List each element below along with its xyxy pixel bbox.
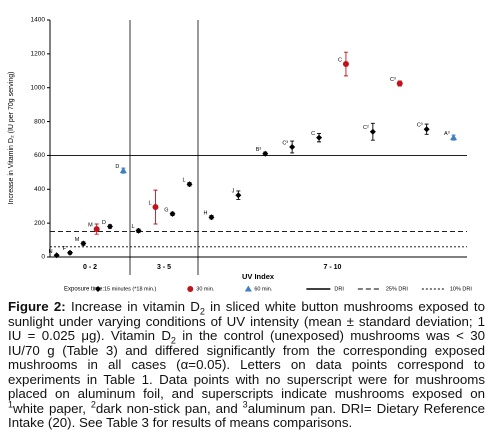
superscript: 3 — [242, 399, 248, 410]
point-label: F — [63, 246, 67, 252]
point-label: C — [311, 131, 315, 137]
point-label: H — [203, 211, 207, 217]
data-point — [235, 192, 242, 199]
point-label: L — [182, 178, 185, 184]
caption-text: dark non-stick pan, and — [95, 400, 243, 416]
data-point — [186, 181, 193, 188]
point-label: A³ — [444, 131, 450, 137]
caption-text: aluminum pan. DRI= Dietary Reference Int… — [8, 400, 485, 430]
superscript: 2 — [90, 399, 96, 410]
legend-label: 10% DRI — [450, 286, 472, 292]
point-label: G — [164, 207, 168, 213]
data-point — [369, 128, 376, 135]
data-point — [289, 143, 296, 150]
data-point — [316, 134, 323, 141]
x-group-label: 7 - 10 — [324, 264, 342, 271]
point-label: N — [49, 249, 53, 255]
point-label: M — [75, 237, 80, 243]
x-group-label: 3 - 5 — [157, 264, 171, 271]
data-point — [262, 150, 269, 157]
data-point — [450, 134, 458, 141]
y-tick-label: 800 — [34, 118, 45, 125]
data-point — [396, 80, 403, 87]
point-label: D — [115, 164, 119, 170]
chart: Increase in Vitamin D₂ (IU per 70g servi… — [8, 17, 473, 293]
data-point — [187, 286, 194, 292]
legend-title: Exposure time: — [64, 287, 104, 293]
y-tick-label: 400 — [34, 186, 45, 193]
subscript: 2 — [199, 306, 205, 317]
data-point — [169, 210, 176, 217]
caption-text: Increase in vitamin D — [65, 299, 200, 314]
data-point — [107, 223, 113, 230]
x-axis-label: UV Index — [242, 272, 275, 281]
data-point — [244, 285, 252, 292]
data-point — [342, 61, 349, 68]
legend-label: 30 min. — [196, 286, 215, 292]
y-tick-label: 1200 — [31, 51, 46, 58]
x-group-label: 0 - 2 — [83, 264, 97, 271]
y-axis-label: Increase in Vitamin D₂ (IU per 70g servi… — [8, 72, 15, 205]
subscript: 2 — [170, 335, 176, 346]
legend-label: 15 minutes (*18 min.) — [104, 286, 156, 292]
data-point — [53, 252, 60, 259]
caption-text: in the control (unexposed) mushrooms was… — [8, 328, 485, 401]
data-point — [152, 204, 159, 211]
point-label: D — [102, 220, 106, 226]
caption-text: white paper, — [13, 400, 91, 416]
point-label: J — [232, 189, 235, 195]
point-label: C³ — [282, 140, 288, 146]
y-tick-label: 0 — [41, 254, 45, 261]
caption: Figure 2: Increase in vitamin D2 in slic… — [8, 299, 485, 431]
data-point — [208, 214, 215, 221]
data-point — [423, 126, 430, 133]
point-label: C³ — [390, 77, 396, 83]
point-label: L — [148, 201, 151, 207]
data-point — [135, 227, 142, 234]
superscript: 1 — [8, 399, 14, 410]
data-point — [93, 226, 100, 233]
point-label: C³ — [417, 123, 423, 129]
y-tick-label: 1400 — [31, 17, 46, 24]
data-point — [95, 286, 101, 292]
caption-label: Figure 2: — [8, 299, 66, 314]
caption-text: in sliced white button mushrooms exposed… — [8, 299, 485, 343]
legend-label: 60 min. — [254, 286, 273, 292]
legend-label: 25% DRI — [386, 286, 408, 292]
legend-label: DRI — [334, 286, 344, 292]
y-tick-label: 600 — [34, 152, 45, 159]
point-label: B³ — [256, 147, 262, 153]
data-point — [67, 249, 73, 256]
point-label: L — [131, 224, 134, 230]
point-label: C — [338, 57, 342, 63]
y-tick-label: 1000 — [31, 84, 46, 91]
point-label: M — [88, 223, 93, 229]
y-tick-label: 200 — [34, 220, 45, 227]
data-point — [80, 240, 87, 247]
point-label: C² — [363, 125, 369, 131]
data-point — [119, 167, 127, 174]
